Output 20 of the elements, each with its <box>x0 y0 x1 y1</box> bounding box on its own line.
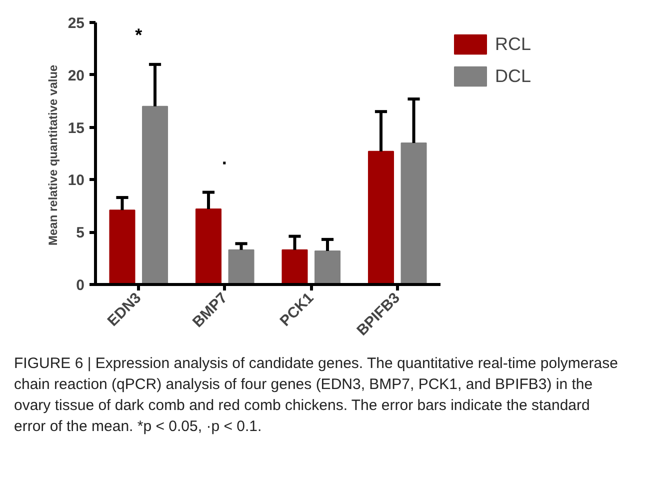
bar <box>109 210 136 284</box>
y-tick-label: 0 <box>76 277 84 294</box>
legend-label: DCL <box>495 66 532 86</box>
annotation: · <box>222 152 228 173</box>
annotation: * <box>135 25 142 46</box>
bar <box>314 250 341 284</box>
y-tick-label: 15 <box>68 120 85 137</box>
bar <box>400 142 427 284</box>
y-axis-title: Mean relative quantitative value <box>46 64 60 246</box>
y-tick-label: 10 <box>68 172 85 190</box>
y-tick-label: 5 <box>76 224 84 242</box>
bar <box>142 106 168 284</box>
bar <box>282 249 308 284</box>
y-tick-label: 20 <box>68 67 85 84</box>
y-tick-label: 25 <box>68 15 85 32</box>
bar <box>368 150 394 284</box>
bar <box>228 249 254 284</box>
caption: FIGURE 6 | Expression analysis of candidate genes. The quantitative real-time polymerase chain reaction (qPCR) analysis of four genes (EDN3, BMP7, PCK1, and BPIFB3) in the ovary tissue of dark comb and red comb chickens. The error bars indicate the standard error of the mean. *p < 0.05, ·p < 0.1. <box>14 354 619 437</box>
legend-label: RCL <box>495 34 532 54</box>
bar <box>195 208 222 284</box>
